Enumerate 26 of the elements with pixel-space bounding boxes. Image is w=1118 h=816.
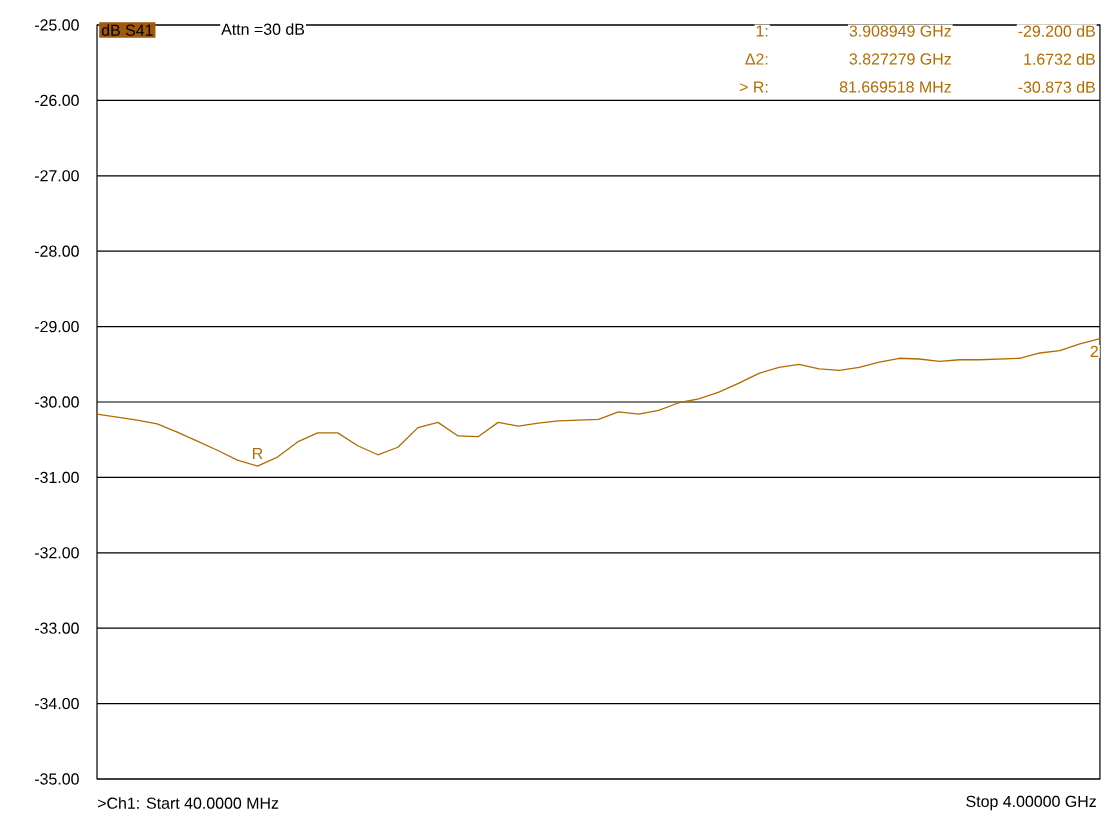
y-tick-label: -30.00: [34, 396, 79, 408]
y-tick-label: -31.00: [34, 471, 79, 484]
annotation: 2: [1090, 345, 1098, 357]
y-tick-label: -25.00: [34, 19, 79, 31]
y-tick-label: -32.00: [34, 547, 79, 559]
annotation: > R:: [739, 81, 768, 93]
annotation: R: [253, 447, 263, 459]
annotation: Δ2:: [745, 53, 768, 65]
text: Stop 4.00000 GHz: [966, 795, 1096, 811]
chart-subtitle: Attn =30 dB: [221, 23, 305, 35]
annotation: -30.873 dB: [1018, 81, 1095, 93]
annotation: 1:: [756, 25, 768, 37]
y-tick-label: -27.00: [34, 170, 79, 182]
y-tick-label: -26.00: [34, 94, 79, 107]
y-tick-label: -34.00: [34, 697, 79, 710]
annotation: 3.827279 GHz: [849, 53, 951, 65]
annotation: 1.6732 dB: [1024, 53, 1095, 65]
chart-title: dB S41: [101, 24, 153, 36]
annotation: 81.669518 MHz: [839, 81, 951, 93]
y-tick-label: -33.00: [34, 622, 79, 634]
text: >Ch1: Start 40.0000 MHz: [97, 797, 279, 809]
y-tick-label: -28.00: [34, 245, 79, 257]
y-tick-label: -35.00: [34, 773, 79, 785]
annotation: 3.908949 GHz: [849, 25, 951, 37]
annotation: -29.200 dB: [1018, 25, 1095, 37]
y-tick-label: -29.00: [34, 320, 79, 333]
